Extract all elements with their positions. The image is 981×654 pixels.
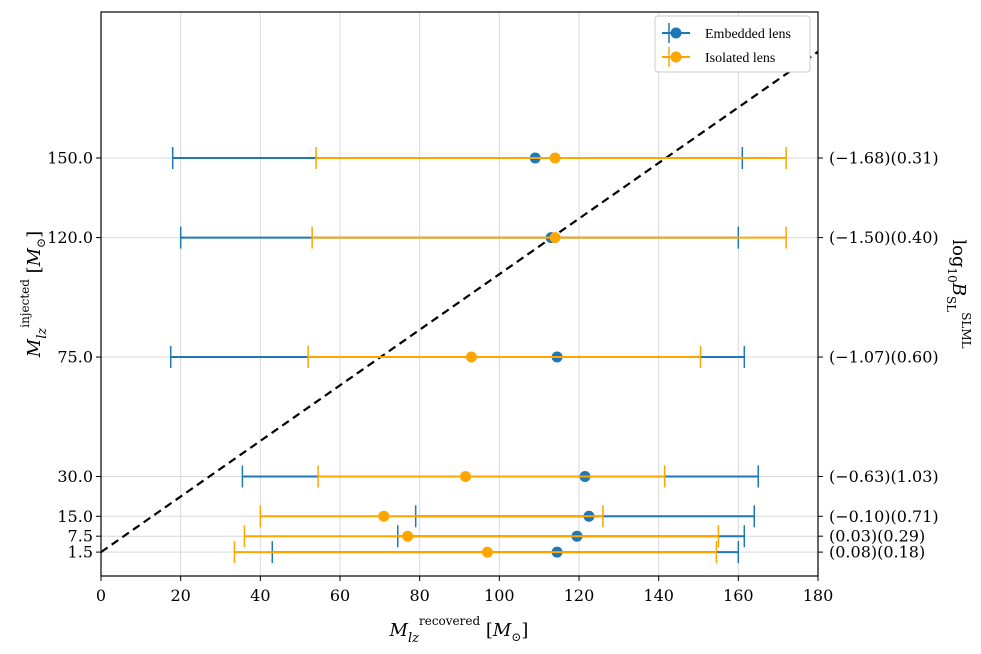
x-tick-label: 120	[564, 586, 595, 605]
right-tick-label: (0.03)(0.29)	[829, 527, 925, 546]
y-tick-label: 7.5	[68, 527, 93, 546]
y-tick-label: 30.0	[57, 467, 93, 486]
x-tick-label: 80	[409, 586, 429, 605]
right-tick-label: (−0.10)(0.71)	[829, 507, 939, 526]
y-tick-label: 150.0	[47, 148, 93, 167]
data-point	[465, 351, 477, 363]
data-point	[402, 530, 414, 542]
right-tick-label: (−1.50)(0.40)	[829, 228, 939, 247]
x-tick-label: 100	[484, 586, 515, 605]
legend-embedded-marker	[670, 27, 682, 39]
legend-isolated-marker	[670, 51, 682, 63]
reference-diagonal	[100, 50, 819, 554]
y-tick-label: 120.0	[47, 228, 93, 247]
diagonal-layer	[100, 50, 819, 554]
x-axis: 0 20 40 60 80 100 120 140 160 180	[96, 576, 833, 605]
right-axis-label: log10BSLSLML	[944, 239, 973, 348]
legend-embedded-label: Embedded lens	[705, 27, 791, 42]
right-tick-label: (−1.68)(0.31)	[829, 148, 939, 167]
legend-box	[654, 15, 811, 73]
x-axis-label: Mlzrecovered [M⊙]	[389, 614, 529, 646]
series-layer	[169, 146, 787, 564]
y-tick-label: 1.5	[68, 543, 93, 562]
y-axis: 1.57.515.0 30.0 75.0 120.0 150.0	[47, 148, 101, 562]
x-tick-label: 160	[723, 586, 754, 605]
data-point	[549, 152, 561, 164]
y-tick-label: 75.0	[57, 348, 93, 367]
plot-frame	[100, 11, 819, 577]
x-tick-label: 140	[643, 586, 674, 605]
right-y-axis: (0.08)(0.18)(0.03)(0.29)(−0.10)(0.71) (−0…	[818, 148, 939, 562]
x-tick-label: 40	[250, 586, 270, 605]
y-tick-label: 15.0	[57, 507, 93, 526]
right-tick-label: (0.08)(0.18)	[829, 543, 925, 562]
x-tick-label: 20	[170, 586, 190, 605]
data-point	[549, 232, 561, 244]
legend-entry-isolated: Isolated lens	[662, 47, 775, 67]
x-tick-label: 60	[330, 586, 350, 605]
series-isolated	[233, 146, 787, 564]
legend: Embedded lens Isolated lens	[654, 15, 811, 73]
right-tick-label: (−1.07)(0.60)	[829, 348, 939, 367]
x-tick-label: 180	[803, 586, 834, 605]
right-tick-label: (−0.63)(1.03)	[829, 467, 939, 486]
x-tick-label: 0	[96, 586, 106, 605]
y-axis-label: Mlzinjected [M⊙]	[18, 231, 50, 358]
data-point	[378, 510, 390, 522]
legend-entry-embedded: Embedded lens	[662, 23, 791, 43]
data-point	[459, 470, 471, 482]
data-point	[481, 546, 493, 558]
legend-isolated-label: Isolated lens	[705, 51, 775, 66]
